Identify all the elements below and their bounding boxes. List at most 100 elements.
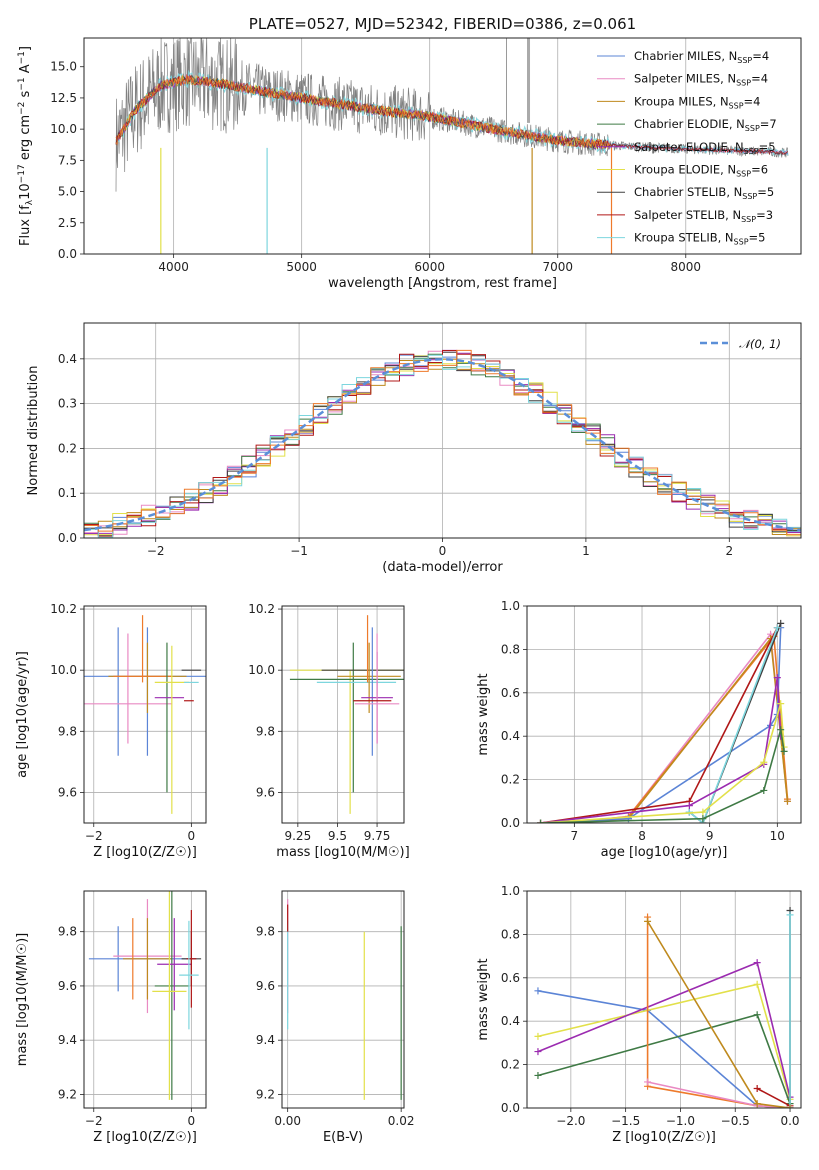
data-spike-band — [527, 38, 531, 123]
series-line — [540, 627, 782, 823]
y-tick-label: 0.6 — [501, 686, 520, 700]
legend-label: Kroupa ELODIE, NSSP=6 — [634, 163, 768, 179]
legend-label: Kroupa MILES, NSSP=4 — [634, 94, 760, 110]
legend-label-count: =4 — [752, 49, 769, 63]
x-tick-label: −2.0 — [556, 1114, 585, 1128]
y-tick-label: 1.0 — [501, 599, 520, 613]
y-axis-label-part: −17 — [17, 164, 27, 183]
x-tick-label: 0.0 — [780, 1114, 799, 1128]
y-tick-label: 0.4 — [58, 352, 77, 366]
y-tick-label: 1.0 — [501, 884, 520, 898]
x-axis-label: mass [log10(M/M☉)] — [276, 845, 409, 860]
chart-title: PLATE=0527, MJD=52342, FIBERID=0386, z=0… — [249, 15, 636, 33]
y-axis-label: Flux [fλ10−17 erg cm−2 s−1 A−1] — [17, 46, 35, 246]
legend-label: 𝒩(0, 1) — [739, 337, 781, 351]
data-point-marker — [753, 980, 761, 988]
x-tick-label: 0.00 — [274, 1114, 301, 1128]
massweight-vs-Z-grid — [527, 890, 801, 1109]
axes-frame — [83, 322, 802, 539]
data-point-marker — [534, 987, 542, 995]
x-tick-label: 1 — [582, 544, 590, 558]
legend-label: Chabrier ELODIE, NSSP=7 — [634, 117, 777, 133]
y-axis-label: mass [log10(M/M☉)] — [15, 933, 30, 1066]
x-tick-label: 0.02 — [388, 1114, 415, 1128]
error-bar-point — [152, 891, 187, 1100]
x-tick-label: −1 — [290, 544, 308, 558]
data-point-marker — [753, 1084, 761, 1092]
axes-frame — [83, 890, 207, 1109]
data-point-marker — [777, 619, 785, 627]
y-axis-label: mass weight — [476, 673, 491, 755]
series-line — [537, 990, 791, 1108]
y-tick-label: 0.0 — [58, 247, 77, 261]
legend-label: Salpeter ELODIE, NSSP=5 — [634, 140, 776, 156]
y-tick-label: 10.0 — [50, 122, 77, 136]
axes-frame — [83, 37, 802, 255]
y-tick-label: 0.0 — [501, 816, 520, 830]
legend-item: Chabrier ELODIE, NSSP=7 — [597, 117, 777, 133]
x-axis-label: E(B-V) — [323, 1130, 363, 1145]
legend-label-name: Salpeter ELODIE, N — [634, 140, 744, 154]
legend-label: Kroupa STELIB, NSSP=5 — [634, 231, 765, 247]
series-line — [540, 677, 782, 823]
y-tick-label: 9.8 — [58, 724, 77, 738]
data-point-marker — [760, 786, 768, 794]
data-point-marker — [699, 815, 707, 823]
y-tick-label: 12.5 — [50, 91, 77, 105]
legend-label-name: Chabrier STELIB, N — [634, 185, 742, 199]
x-tick-label: 9.25 — [284, 829, 311, 843]
legend-label-name: Chabrier ELODIE, N — [634, 117, 745, 131]
mass-vs-ebv-axes: 0.00 0.02 9.2 9.4 9.6 9.8 — [256, 891, 415, 1128]
x-axis-label: Z [log10(Z/Z☉)] — [93, 1130, 197, 1145]
legend-label-name: Kroupa ELODIE, N — [634, 163, 736, 177]
data-point-marker — [534, 1032, 542, 1040]
y-tick-label: 9.2 — [256, 1087, 275, 1101]
legend-label-count: =5 — [757, 185, 774, 199]
x-axis-label: Z [log10(Z/Z☉)] — [93, 845, 197, 860]
data-point-marker — [783, 797, 791, 805]
y-tick-label: 9.8 — [58, 925, 77, 939]
y-tick-label: 0.0 — [501, 1101, 520, 1115]
y-tick-label: 0.1 — [58, 486, 77, 500]
axes-frame — [281, 890, 405, 1109]
error-bar-point — [113, 615, 172, 683]
x-tick-label: 0 — [188, 829, 196, 843]
data-point-marker — [777, 700, 785, 708]
x-tick-label: 9 — [706, 829, 714, 843]
age-vs-mass-grid — [282, 606, 404, 823]
y-tick-label: 9.4 — [58, 1033, 77, 1047]
axes-frame — [526, 605, 802, 824]
legend-label-name: Kroupa MILES, N — [634, 94, 729, 108]
y-axis-label-part: −2 — [17, 102, 27, 115]
y-tick-label: 9.6 — [256, 979, 275, 993]
axes-frame — [526, 890, 802, 1109]
axes-frame — [281, 605, 405, 824]
age-vs-mass-plot — [289, 615, 404, 814]
legend-label: Salpeter STELIB, NSSP=3 — [634, 208, 773, 224]
age-vs-Z-grid — [84, 606, 206, 823]
x-tick-label: 2 — [725, 544, 733, 558]
legend-label-sub: SSP — [741, 215, 756, 224]
series-line — [537, 961, 791, 1098]
x-tick-label: −1.5 — [611, 1114, 640, 1128]
y-axis-label: Normed distribution — [26, 366, 41, 496]
age-vs-Z-axes: −2 0 9.6 9.8 10.0 10.2 — [50, 602, 206, 843]
data-point-marker — [537, 819, 545, 823]
mass-vs-Z-plot — [88, 891, 202, 1100]
y-axis-label-part: s — [18, 90, 33, 101]
legend-item: Chabrier STELIB, NSSP=5 — [597, 185, 774, 201]
spectrum-axes: 4000 5000 6000 7000 8000 0.0 2.5 5.0 7.5 10.0 12.5… — [50, 38, 701, 274]
y-axis-label-part: 10 — [18, 183, 33, 200]
y-tick-label: 0.6 — [501, 971, 520, 985]
x-tick-label: −0.5 — [721, 1114, 750, 1128]
y-tick-label: 10.0 — [50, 663, 77, 677]
massweight-vs-Z-plot — [534, 907, 794, 1108]
legend-label: Chabrier STELIB, NSSP=5 — [634, 185, 774, 201]
axes-frame — [83, 605, 207, 824]
y-tick-label: 5.0 — [58, 185, 77, 199]
x-tick-label: 6000 — [414, 260, 445, 274]
error-bar-point — [123, 918, 172, 1000]
x-tick-label: 9.5 — [328, 829, 347, 843]
